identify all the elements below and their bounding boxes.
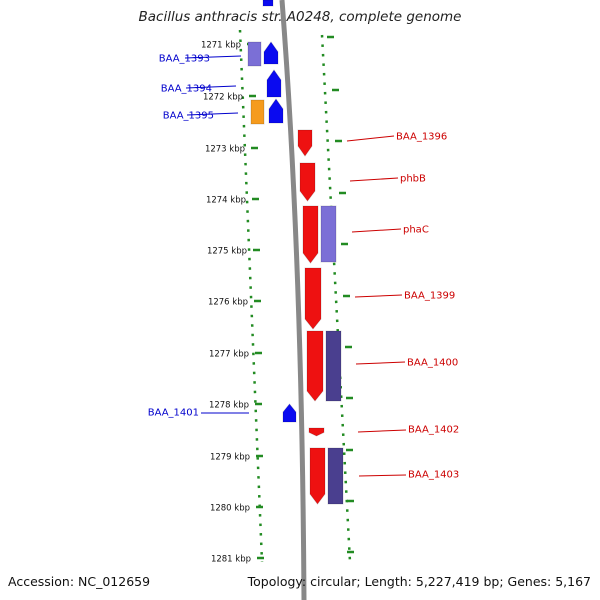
label-leader-line bbox=[351, 228, 402, 233]
genome-backbone bbox=[279, 0, 307, 600]
scale-tick-label: 1274 kbp bbox=[206, 196, 246, 206]
gene-arrow-baa-1393[interactable] bbox=[263, 41, 279, 65]
gene-arrow-baa-1394[interactable] bbox=[266, 69, 282, 98]
gene-label-right[interactable]: BAA_1400 bbox=[407, 358, 458, 369]
feature-box-baa-1400 bbox=[325, 330, 342, 402]
gene-arrow-baa-1401[interactable] bbox=[282, 403, 297, 423]
gene-arrow-baa-1395[interactable] bbox=[268, 98, 284, 124]
ruler-right-outer bbox=[320, 34, 352, 563]
scale-tick-label: 1277 kbp bbox=[209, 350, 249, 360]
scale-tick-label: 1272 kbp bbox=[203, 93, 243, 103]
scale-tick-label: 1280 kbp bbox=[210, 504, 250, 514]
gene-arrow-phbb[interactable] bbox=[299, 162, 316, 202]
scale-tick-label: 1271 kbp bbox=[201, 41, 241, 51]
label-leader-line bbox=[357, 429, 407, 433]
label-leader-line bbox=[186, 112, 239, 116]
gene-label-right[interactable]: phbB bbox=[400, 174, 426, 185]
gene-arrow-baa-1403[interactable] bbox=[309, 447, 326, 505]
genome-summary-text: Topology: circular; Length: 5,227,419 bp… bbox=[247, 574, 591, 589]
gene-arrow-baa-1402[interactable] bbox=[308, 427, 325, 437]
gene-label-left[interactable]: BAA_1401 bbox=[148, 408, 199, 419]
scale-tick-label: 1279 kbp bbox=[210, 453, 250, 463]
scale-tick-label: 1278 kbp bbox=[209, 401, 249, 411]
label-leader-line bbox=[358, 474, 407, 477]
label-leader-line bbox=[184, 55, 242, 59]
scale-tick-label: 1276 kbp bbox=[208, 298, 248, 308]
feature-box-baa-1393 bbox=[247, 41, 262, 67]
gene-label-left[interactable]: BAA_1395 bbox=[163, 111, 214, 122]
feature-box-baa-1395 bbox=[250, 99, 265, 125]
gene-arrow-baa-1400[interactable] bbox=[306, 330, 324, 402]
label-leader-line bbox=[349, 177, 399, 182]
gene-label-right[interactable]: BAA_1403 bbox=[408, 470, 459, 481]
gene-arrow-top bbox=[262, 0, 274, 7]
gene-label-left[interactable]: BAA_1393 bbox=[159, 54, 210, 65]
gene-label-right[interactable]: BAA_1402 bbox=[408, 425, 459, 436]
scale-tick-label: 1273 kbp bbox=[205, 145, 245, 155]
scale-tick-label: 1275 kbp bbox=[207, 247, 247, 257]
scale-tick-label: 1281 kbp bbox=[211, 555, 251, 565]
ruler-left-inner bbox=[238, 29, 264, 563]
map-title: Bacillus anthracis str. A0248, complete … bbox=[138, 9, 462, 25]
accession-text: Accession: NC_012659 bbox=[8, 574, 151, 589]
gene-label-right[interactable]: BAA_1396 bbox=[396, 132, 447, 143]
label-leader-line bbox=[185, 85, 237, 89]
gene-label-left[interactable]: BAA_1394 bbox=[161, 84, 212, 95]
gene-arrow-baa-1399[interactable] bbox=[304, 267, 322, 330]
feature-box-baa-1403 bbox=[327, 447, 344, 505]
label-leader-line bbox=[346, 135, 395, 142]
label-leader-line bbox=[355, 361, 406, 365]
gene-label-right[interactable]: phaC bbox=[403, 225, 429, 236]
label-leader-line bbox=[354, 294, 403, 298]
feature-box-phac bbox=[320, 205, 337, 263]
gene-label-right[interactable]: BAA_1399 bbox=[404, 291, 455, 302]
gene-arrow-baa-1396[interactable] bbox=[297, 129, 313, 157]
gene-arrow-phac[interactable] bbox=[302, 205, 319, 264]
